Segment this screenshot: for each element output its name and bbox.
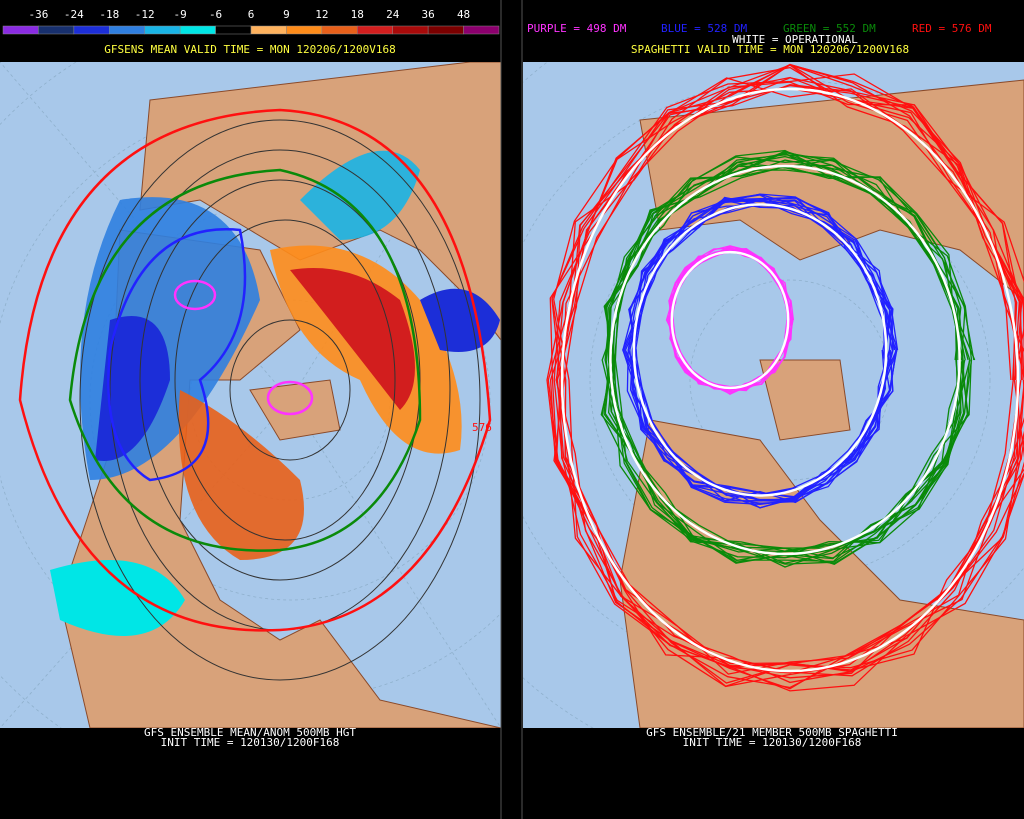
colorbar-label: -9 [174,8,187,21]
legend-entry: RED = 576 DM [912,22,992,35]
colorbar-label: -36 [28,8,48,21]
spaghetti-line [549,64,1022,692]
colorbar: -36 -24 -18 -12 -9 -6 6 9 12 18 24 36 48 [2,8,500,35]
right-footer: GFS ENSEMBLE/21 MEMBER 500MB SPAGHETTI [646,726,898,739]
colorbar-swatch [357,25,393,35]
spaghetti-line [600,155,964,559]
spaghetti-line [668,248,795,388]
colorbar-label: -6 [209,8,222,21]
colorbar-swatch [179,25,216,35]
operational-line [632,203,888,497]
spaghetti-line [546,84,1024,687]
colorbar-label: 36 [422,8,435,21]
colorbar-label: 9 [283,8,290,21]
legend-entry: PURPLE = 498 DM [527,22,627,35]
spaghetti-line [623,199,898,501]
colorbar-label: 18 [351,8,364,21]
left-map: 576 [0,62,501,728]
colorbar-label: -12 [135,8,155,21]
colorbar-swatch [286,25,323,35]
colorbar-swatch [321,25,358,35]
colorbar-swatch [250,25,287,35]
contour-label: 576 [472,421,492,434]
right-footer: INIT TIME = 120130/1200F168 [683,736,862,749]
colorbar-label: 48 [457,8,470,21]
colorbar-swatch [2,25,39,35]
colorbar-swatch [463,25,500,35]
colorbar-swatch [38,25,75,35]
colorbar-label: 24 [386,8,400,21]
operational-line [670,250,790,390]
colorbar-label: -18 [99,8,119,21]
spaghetti-line [667,248,794,392]
spaghetti-line [555,76,1024,688]
operational-label: WHITE = OPERATIONAL [732,33,858,46]
spaghetti-line [556,63,1024,675]
colorbar-swatch [392,25,429,35]
colorbar-swatch [427,25,464,35]
left-footer: INIT TIME = 120130/1200F168 [161,736,340,749]
colorbar-label: 6 [248,8,255,21]
colorbar-swatch [109,25,145,35]
right-map [523,62,1024,728]
legend-entry: GREEN = 552 DM [783,22,876,35]
colorbar-swatch [144,25,181,35]
colorbar-label: -24 [64,8,84,21]
spaghetti-line [614,164,965,552]
legend: PURPLE = 498 DM BLUE = 528 DM GREEN = 552 … [527,22,992,35]
colorbar-swatch [73,25,110,35]
left-title: GFSENS MEAN VALID TIME = MON 120206/1200… [104,43,395,56]
left-footer: GFS ENSEMBLE MEAN/ANOM 500MB HGT [144,726,356,739]
spaghetti-line [551,84,1024,671]
operational-line [560,87,1020,673]
operational-line [609,164,961,556]
right-title: SPAGHETTI VALID TIME = MON 120206/1200V1… [631,43,909,56]
colorbar-label: 12 [315,8,328,21]
spaghetti-line [553,64,1024,674]
spaghetti-line [628,203,898,502]
spaghetti-line [553,64,1024,684]
legend-entry: BLUE = 528 DM [661,22,747,35]
colorbar-swatch [215,25,252,35]
